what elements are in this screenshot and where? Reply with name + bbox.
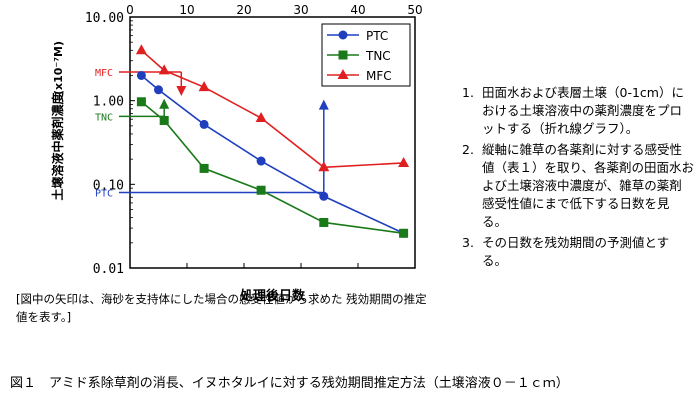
legend: PTC TNC MFC [321,23,411,87]
arrow-note: [図中の矢印は、海砂を支持体にした場合の感受性値から求めた 残効期間の推定値を表… [16,292,427,324]
data-point [337,69,349,79]
y-tick-label: 0.01 [93,262,124,277]
step-text: その日数を残効期間の予測値とする。 [482,235,670,268]
x-tick-label: 0 [126,3,134,17]
data-point [199,119,209,129]
data-point [135,44,147,55]
data-point [319,217,329,227]
data-point [319,191,329,201]
data-point [256,185,266,195]
sensitivity-lines: MFC TNC PTC [95,68,329,199]
data-point [398,156,410,167]
data-point [158,64,170,75]
plot-frame [129,16,416,269]
step-number: 1. [462,85,474,100]
data-point [338,50,348,60]
series-line [140,49,404,169]
data-point [318,161,330,172]
method-step: 3. その日数を残効期間の予測値とする。 [462,234,694,270]
data-point [256,156,266,166]
data-point [136,97,146,107]
figure-caption: 図１ アミド系除草剤の消長、イヌホタルイに対する残効期間推定方法（土壌溶液０－１… [10,376,569,391]
x-tick-label: 10 [179,3,194,17]
step-number: 2. [462,142,474,157]
estimate-arrow-head [318,99,329,110]
legend-label: TNC [365,49,391,63]
step-text: 田面水および表層土壌（0-1cm）における土壌溶液中の薬剤濃度をプロットする（折… [482,85,684,136]
method-steps: 1. 田面水および表層土壌（0-1cm）における土壌溶液中の薬剤濃度をプロットす… [462,84,694,273]
x-tick-label: 50 [407,3,422,17]
x-tick-label: 30 [293,3,308,17]
series-tnc [136,97,409,238]
x-tick-label: 40 [350,3,365,17]
chart-axes: 0 10 20 30 40 50 10.00 1.00 0.10 0.01 処理後日数 土壌溶液中薬剤… [50,3,423,304]
sensitivity-label: MFC [95,68,113,79]
y-axis-title: 土壌溶液中薬剤濃度 [50,92,65,201]
data-point [154,85,163,95]
method-step: 2. 縦軸に雑草の各薬剤に対する感受性値（表１）を取り、各薬剤の田面水および土壌… [462,141,694,231]
estimate-arrow-head [176,86,187,97]
series-ptc [136,70,409,238]
legend-label: PTC [366,29,388,43]
x-tick-label: 20 [236,3,251,17]
x-axis-title: 処理後日数 [239,288,306,304]
series-mfc [135,44,410,172]
data-point [198,81,210,92]
data-point [159,115,169,125]
step-number: 3. [462,235,474,250]
y-tick-label: 1.00 [93,95,124,110]
chart-series [135,44,410,238]
y-axis-unit: (x10⁻⁷M) [52,41,65,95]
data-point [399,228,409,238]
sensitivity-label: TNC [95,112,113,123]
method-step: 1. 田面水および表層土壌（0-1cm）における土壌溶液中の薬剤濃度をプロットす… [462,84,694,138]
data-point [255,112,267,123]
data-point [136,70,146,80]
y-tick-label: 10.00 [85,11,124,26]
data-point [338,30,348,40]
series-line [140,74,404,235]
step-text: 縦軸に雑草の各薬剤に対する感受性値（表１）を取り、各薬剤の田面水および土壌溶液中… [482,142,695,229]
sensitivity-label: PTC [95,188,113,199]
legend-label: MFC [366,69,392,83]
y-tick-label: 0.10 [93,178,124,193]
estimate-arrow-head [159,98,170,109]
data-point [199,163,209,173]
